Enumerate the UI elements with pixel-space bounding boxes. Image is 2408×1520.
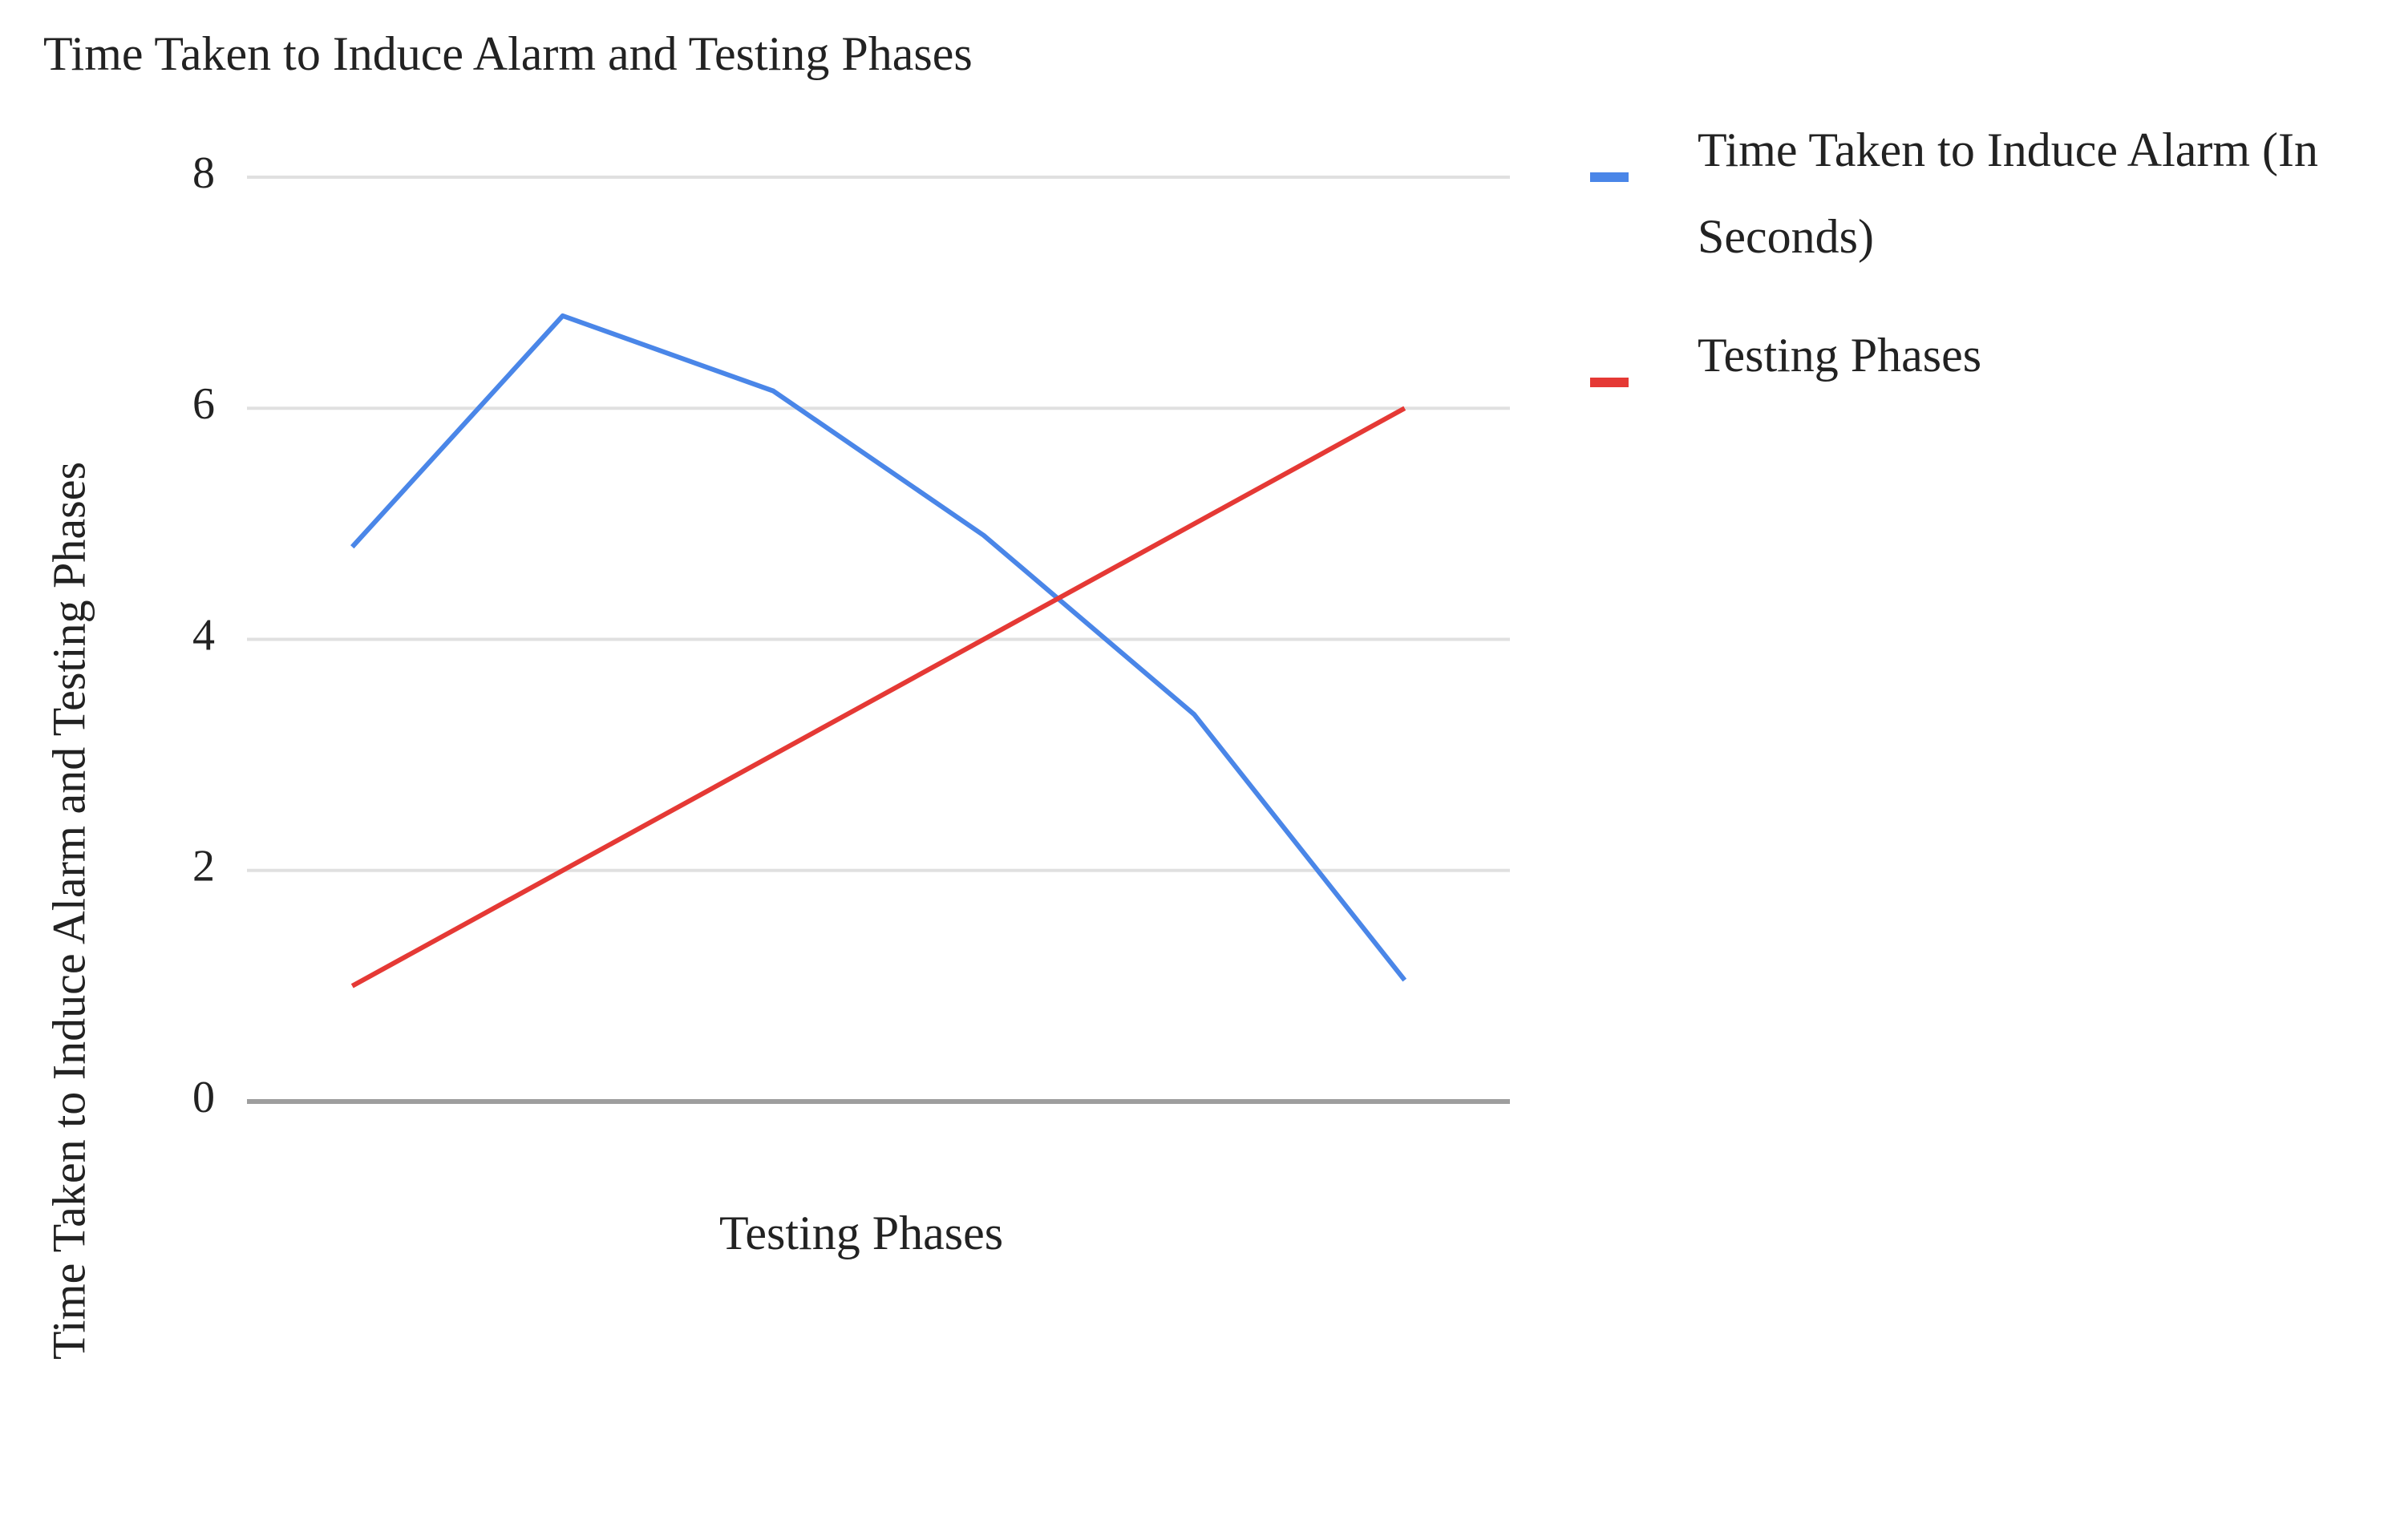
y-tick-label: 2 <box>192 842 215 891</box>
legend-label: Testing Phases <box>1698 329 1982 382</box>
legend-label: Time Taken to Induce Alarm (In Seconds) <box>1698 123 2318 263</box>
legend-marker <box>1590 378 1629 387</box>
y-tick-label: 6 <box>192 379 215 429</box>
legend-marker <box>1590 172 1629 182</box>
x-axis-label: Testing Phases <box>719 1207 1003 1259</box>
y-tick-label: 0 <box>192 1073 215 1122</box>
y-tick-label: 8 <box>192 148 215 198</box>
y-axis-label: Time Taken to Induce Alarm and Testing P… <box>42 462 95 1360</box>
y-tick-label: 4 <box>192 610 215 660</box>
chart-title: Time Taken to Induce Alarm and Testing P… <box>43 27 973 80</box>
series-line <box>350 406 1406 988</box>
series-line <box>350 313 1407 982</box>
